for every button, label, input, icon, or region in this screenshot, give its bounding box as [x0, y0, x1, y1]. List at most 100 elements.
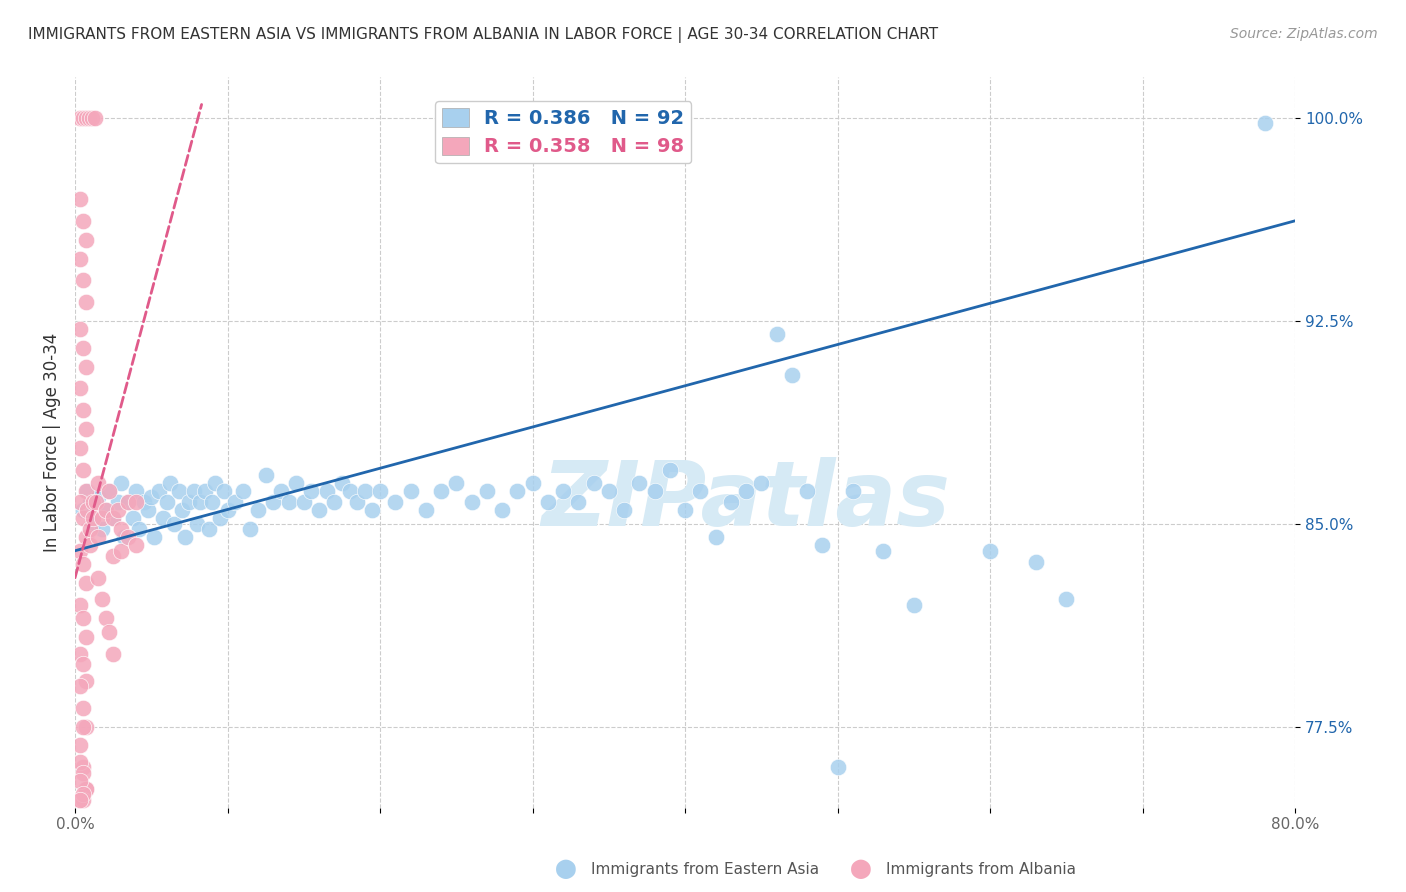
Point [353, 484, 375, 499]
Point [107, 495, 129, 509]
Point [475, 484, 498, 499]
Point [75, 781, 97, 796]
Point [69, 543, 91, 558]
Point [69, 322, 91, 336]
Point [827, 760, 849, 774]
Point [94, 503, 117, 517]
Text: Source: ZipAtlas.com: Source: ZipAtlas.com [1230, 27, 1378, 41]
Point [75, 720, 97, 734]
Point [128, 522, 150, 536]
Point [163, 516, 186, 531]
Point [72, 111, 94, 125]
Point [979, 543, 1001, 558]
Point [323, 495, 346, 509]
Point [361, 503, 384, 517]
Point [136, 503, 159, 517]
Point [79, 522, 101, 536]
Point [217, 503, 239, 517]
Point [110, 522, 132, 536]
Point [75, 530, 97, 544]
Point [72, 787, 94, 801]
Point [270, 484, 292, 499]
Point [69, 441, 91, 455]
Point [69, 598, 91, 612]
Point [72, 403, 94, 417]
Point [780, 368, 803, 382]
Point [72, 657, 94, 672]
Point [87, 476, 110, 491]
Point [69, 792, 91, 806]
Point [704, 530, 727, 544]
Point [173, 530, 195, 544]
Point [537, 495, 560, 509]
Point [72, 341, 94, 355]
Point [1025, 555, 1047, 569]
Point [79, 538, 101, 552]
Point [69, 252, 91, 266]
Point [69, 192, 91, 206]
Point [91, 592, 114, 607]
Point [94, 611, 117, 625]
Point [91, 511, 114, 525]
Point [567, 495, 589, 509]
Point [101, 647, 124, 661]
Point [582, 116, 605, 130]
Point [69, 382, 91, 396]
Point [1054, 592, 1077, 607]
Point [491, 503, 513, 517]
Point [75, 111, 97, 125]
Point [368, 484, 391, 499]
Point [582, 476, 605, 491]
Point [239, 522, 262, 536]
Point [735, 484, 758, 499]
Point [101, 511, 124, 525]
Point [247, 503, 270, 517]
Point [75, 233, 97, 247]
Point [201, 495, 224, 509]
Point [97, 484, 120, 499]
Point [72, 503, 94, 517]
Point [94, 503, 117, 517]
Text: ⬤: ⬤ [849, 860, 872, 880]
Point [125, 538, 148, 552]
Point [87, 571, 110, 585]
Point [69, 792, 91, 806]
Point [97, 484, 120, 499]
Point [749, 476, 772, 491]
Point [506, 484, 529, 499]
Point [148, 484, 170, 499]
Text: Immigrants from Eastern Asia: Immigrants from Eastern Asia [591, 863, 818, 877]
Point [83, 111, 105, 125]
Point [110, 543, 132, 558]
Point [101, 511, 124, 525]
Point [79, 495, 101, 509]
Point [872, 543, 894, 558]
Point [75, 576, 97, 591]
Point [75, 294, 97, 309]
Point [155, 495, 177, 509]
Point [159, 476, 181, 491]
Point [132, 495, 155, 509]
Text: IMMIGRANTS FROM EASTERN ASIA VS IMMIGRANTS FROM ALBANIA IN LABOR FORCE | AGE 30-: IMMIGRANTS FROM EASTERN ASIA VS IMMIGRAN… [28, 27, 938, 43]
Point [232, 484, 254, 499]
Point [117, 495, 139, 509]
Point [122, 511, 145, 525]
Point [125, 484, 148, 499]
Point [72, 273, 94, 287]
Point [69, 495, 91, 509]
Point [285, 476, 308, 491]
Point [72, 611, 94, 625]
Point [765, 327, 787, 342]
Point [87, 530, 110, 544]
Point [77, 111, 100, 125]
Point [330, 476, 353, 491]
Point [69, 755, 91, 769]
Point [76, 503, 98, 517]
Point [117, 530, 139, 544]
Point [613, 503, 636, 517]
Point [551, 484, 574, 499]
Point [308, 503, 330, 517]
Point [82, 516, 104, 531]
Point [658, 462, 681, 476]
Point [72, 792, 94, 806]
